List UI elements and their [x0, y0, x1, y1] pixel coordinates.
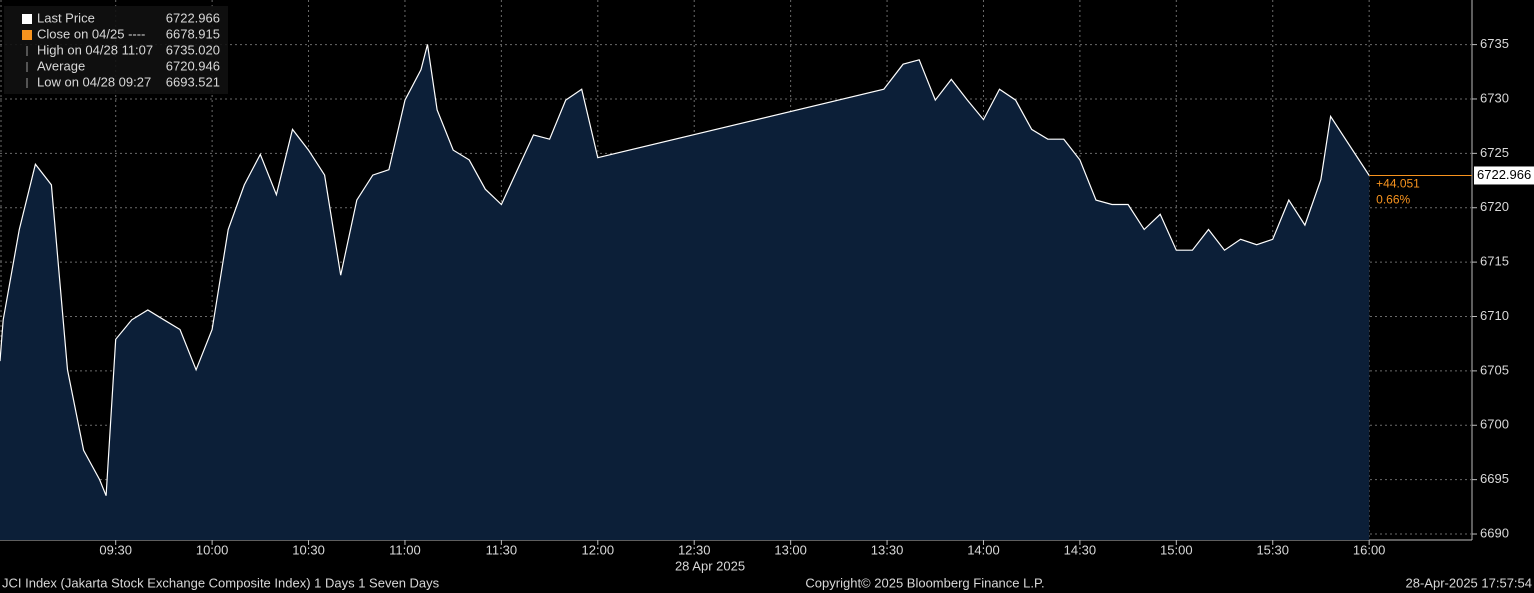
x-tick-label: 13:30: [871, 542, 904, 557]
y-tick-label: 6705: [1480, 362, 1509, 377]
x-tick-label: 16:00: [1353, 542, 1386, 557]
y-tick-label: 6700: [1480, 417, 1509, 432]
legend-value: 6720.946: [166, 58, 220, 73]
last-price-box: [1474, 166, 1534, 185]
footer-left: JCI Index (Jakarta Stock Exchange Compos…: [2, 575, 440, 590]
x-tick-label: 12:30: [678, 542, 711, 557]
legend-value: 6735.020: [166, 42, 220, 57]
legend-label: Close on 04/25 ----: [37, 26, 145, 41]
change-label: +44.051: [1376, 177, 1420, 191]
x-tick-label: 10:00: [196, 542, 229, 557]
footer-right: 28-Apr-2025 17:57:54: [1406, 575, 1532, 590]
legend-value: 6678.915: [166, 26, 220, 41]
legend-swatch: [22, 30, 32, 40]
x-tick-label: 14:30: [1064, 542, 1097, 557]
legend-swatch: [22, 14, 32, 24]
footer-center: Copyright© 2025 Bloomberg Finance L.P.: [805, 575, 1044, 590]
legend-value: 6693.521: [166, 74, 220, 89]
y-tick-label: 6690: [1480, 525, 1509, 540]
legend-label: Low on 04/28 09:27: [37, 74, 151, 89]
price-line: [0, 44, 1370, 496]
legend-box: [4, 6, 228, 94]
last-price-label: 6722.966: [1477, 167, 1531, 182]
y-tick-label: 6710: [1480, 308, 1509, 323]
legend-value: 6722.966: [166, 10, 220, 25]
x-tick-label: 15:00: [1160, 542, 1193, 557]
x-tick-label: 15:30: [1256, 542, 1289, 557]
y-tick-label: 6695: [1480, 471, 1509, 486]
y-tick-label: 6725: [1480, 145, 1509, 160]
change-pct-label: 0.66%: [1376, 193, 1410, 207]
x-tick-label: 14:00: [967, 542, 1000, 557]
legend-label: High on 04/28 11:07: [37, 42, 153, 57]
y-tick-label: 6730: [1480, 90, 1509, 105]
x-tick-label: 10:30: [292, 542, 325, 557]
area: [0, 44, 1370, 541]
y-tick-label: 6735: [1480, 36, 1509, 51]
x-tick-label: 09:30: [99, 542, 132, 557]
x-tick-label: 11:30: [486, 542, 518, 557]
x-tick-label: 13:00: [774, 542, 807, 557]
x-axis-date: 28 Apr 2025: [675, 558, 745, 573]
x-tick-label: 11:00: [389, 542, 421, 557]
y-tick-label: 6715: [1480, 254, 1509, 269]
legend-label: Last Price: [37, 10, 95, 25]
legend-label: Average: [37, 58, 85, 73]
x-tick-label: 12:00: [582, 542, 615, 557]
y-tick-label: 6720: [1480, 199, 1509, 214]
